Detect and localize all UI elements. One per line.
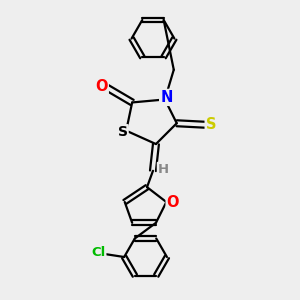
Text: N: N xyxy=(160,90,172,105)
Text: H: H xyxy=(158,163,169,176)
Text: O: O xyxy=(95,79,108,94)
Text: Cl: Cl xyxy=(91,246,105,259)
Text: O: O xyxy=(167,194,179,209)
Text: S: S xyxy=(118,125,128,139)
Text: S: S xyxy=(206,117,216,132)
